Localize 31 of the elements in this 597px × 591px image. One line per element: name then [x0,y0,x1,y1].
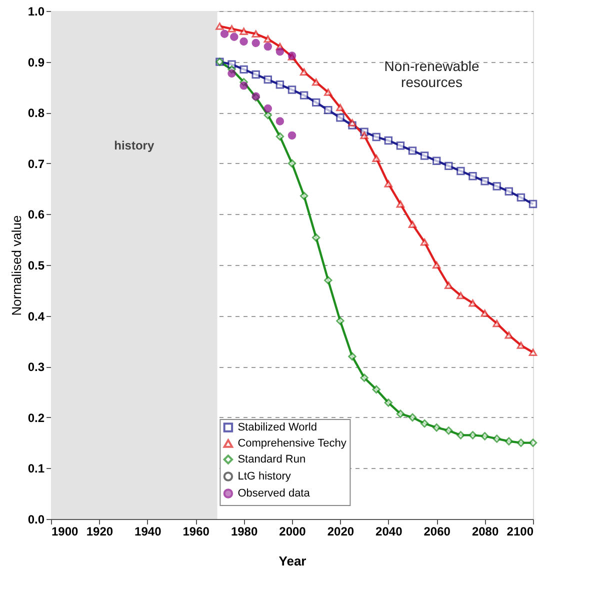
x-tick-label: 1920 [86,524,114,538]
legend-label: LtG history [238,470,292,482]
y-tick-label: 0.1 [28,462,45,476]
x-tick-label: 2040 [376,524,403,538]
x-tick-label: 1960 [182,524,210,538]
y-tick-label: 0.8 [28,106,45,120]
y-tick-label: 0.3 [28,360,45,374]
band-label: history [114,138,154,153]
x-tick-label: 1900 [52,524,79,538]
x-tick-label: 2060 [424,524,451,538]
x-tick-label: 2080 [472,524,499,538]
y-tick-label: 0.5 [28,258,45,272]
y-axis-title: Normalised value [8,215,24,316]
x-tick-label: 2020 [327,524,354,538]
legend-label: Comprehensive Techy [238,438,347,450]
y-tick-label: 0.0 [28,512,45,526]
legend-label: Observed data [238,488,311,500]
x-tick-label: 2100 [506,524,534,538]
x-axis-title: Year [278,554,306,568]
y-tick-label: 0.7 [28,156,45,171]
legend-label: Stabilized World [238,422,317,434]
y-tick-label: 1.0 [28,4,45,18]
x-tick-label: 1980 [230,524,258,538]
y-tick-label: 0.4 [28,309,45,324]
y-tick-label: 0.6 [28,208,45,222]
x-tick-label: 2000 [279,524,306,538]
x-tick-label: 1940 [134,524,162,538]
y-tick-label: 0.2 [28,410,45,425]
legend-label: Standard Run [238,454,306,466]
y-tick-label: 0.9 [28,55,45,70]
annotation: Non-renewable resources [384,58,480,90]
